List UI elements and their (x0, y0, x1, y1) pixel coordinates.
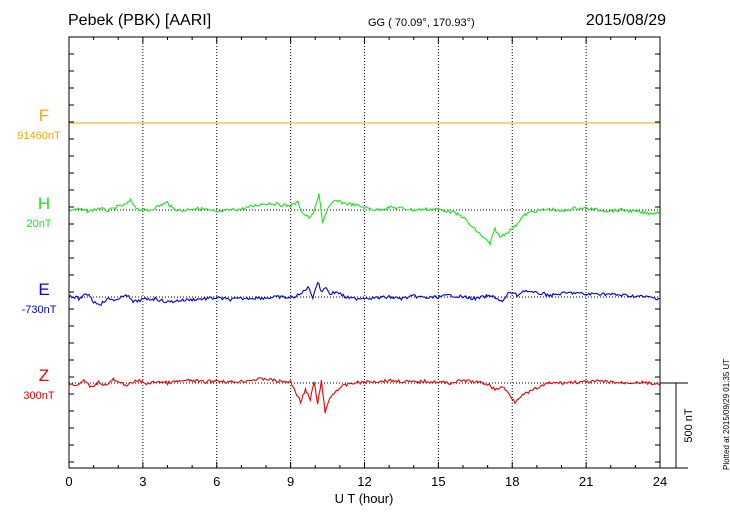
plot-date: 2015/08/29 (585, 12, 666, 29)
geographic-coordinates: GG ( 70.09°, 170.93°) (368, 17, 475, 29)
scale-bar: 500 nT (660, 382, 695, 469)
series-label-e: E (38, 280, 50, 299)
x-tick-label-6: 6 (213, 474, 220, 489)
series-baseline-e: -730nT (21, 304, 57, 316)
scale-bar-label: 500 nT (683, 408, 695, 443)
series-line-z (68, 376, 661, 414)
series-line-h (68, 193, 661, 247)
grid-lines (142, 37, 587, 468)
x-tick-label-9: 9 (287, 474, 294, 489)
x-tick-label-12: 12 (357, 474, 371, 489)
series-lines (68, 122, 661, 414)
x-axis-label: U T (hour) (335, 491, 394, 506)
x-tick-label-18: 18 (505, 474, 519, 489)
x-tick-label-21: 21 (579, 474, 593, 489)
series-label-f: F (38, 106, 50, 125)
x-tick-label-3: 3 (139, 474, 146, 489)
x-tick-label-24: 24 (653, 474, 667, 489)
series-baseline-z: 300nT (23, 390, 55, 402)
series-baseline-f: 91460nT (17, 130, 61, 142)
x-tick-label-0: 0 (65, 474, 72, 489)
series-label-z: Z (38, 366, 50, 385)
series-line-e (68, 281, 661, 306)
series-baseline-h: 20nT (26, 218, 52, 230)
x-tick-label-15: 15 (431, 474, 445, 489)
series-label-h: H (37, 194, 51, 213)
station-title: Pebek (PBK) [AARI] (68, 12, 212, 29)
axis-ticks: 0 3 6 9 12 15 18 21 24 (65, 37, 667, 489)
